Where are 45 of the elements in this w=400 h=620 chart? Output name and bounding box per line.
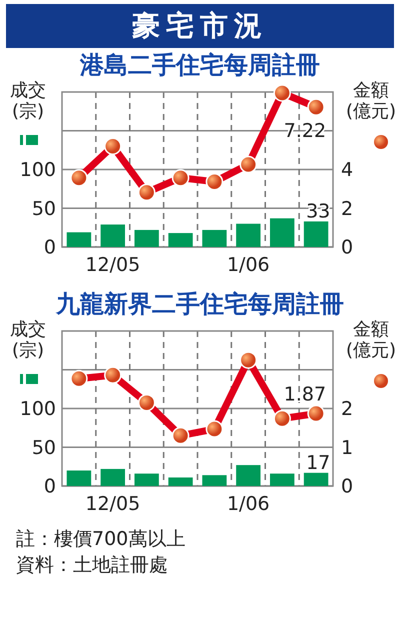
bar [134,474,159,486]
chart-subtitle: 港島二手住宅每周註冊 [80,51,320,79]
bar [202,230,227,247]
y-tick-label: 50 [32,436,56,459]
bar [270,474,294,486]
y2-tick-label: 0 [341,476,354,498]
y2-axis-title: 金額(億元) [344,80,398,122]
y2-tick-label: 1 [341,436,354,459]
x-tick-label: 1/06 [226,493,270,515]
y-tick-label: 0 [44,476,56,498]
bar [100,224,126,247]
text: 資料：土地註冊處 [15,553,169,578]
bar [66,470,92,486]
bar [270,218,294,247]
x-tick-label: 12/05 [85,254,140,276]
bar [168,233,193,247]
text: 註：樓價700萬以上 [15,527,186,552]
y-tick-label: 0 [44,236,56,259]
data-label: 1.87 [284,384,326,406]
bar [236,224,261,247]
chart-title: 豪宅市況 [6,4,394,48]
bar [202,475,227,486]
y-tick-label: 100 [20,159,56,182]
y2-tick-label: 4 [341,159,354,182]
y2-tick-label: 0 [341,236,354,259]
y2-tick-label: 2 [341,198,354,220]
bar [134,230,159,247]
bar [236,465,261,486]
bar [100,468,126,486]
data-label: 17 [306,452,330,474]
y-tick-label: 100 [20,398,56,420]
y-axis-title: 成交(宗) [9,319,47,361]
x-tick-label: 1/06 [226,254,270,276]
data-label: 7.22 [284,120,326,142]
bar [304,221,328,247]
y-tick-label: 50 [32,198,56,220]
y2-tick-label: 2 [341,398,354,420]
bar [168,477,193,486]
data-label: 33 [306,200,330,222]
bar [304,472,328,486]
x-tick-label: 12/05 [85,493,140,515]
bar [66,232,92,247]
y2-axis-title: 金額(億元) [344,319,398,361]
y-axis-title: 成交(宗) [9,80,47,122]
chart-title: 九龍新界二手住宅每周註冊 [56,290,344,318]
